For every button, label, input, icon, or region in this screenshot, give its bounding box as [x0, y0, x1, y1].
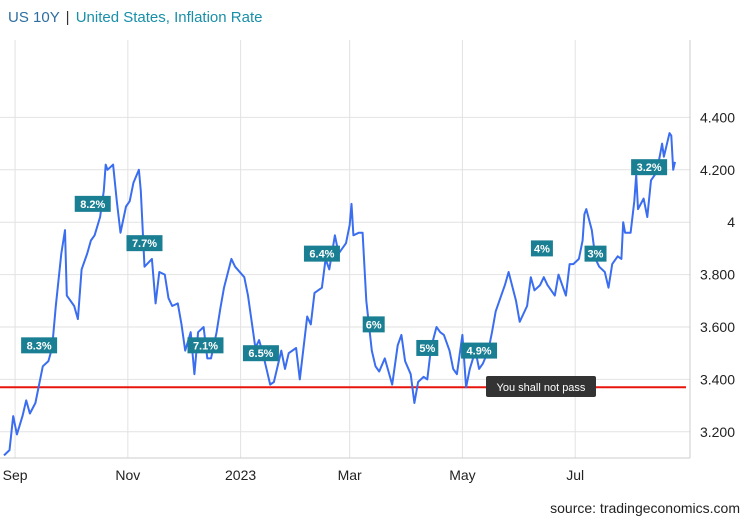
annotation-flag-box [416, 339, 439, 356]
annotation-label: 8.3% [27, 340, 52, 352]
x-tick-label: Jul [566, 467, 584, 483]
x-axis: Sep Nov 2023 Mar May Jul [3, 467, 585, 483]
annotation-flag: 4% [530, 240, 553, 257]
annotation-flag: 8.3% [21, 337, 58, 354]
annotation-flag-box [187, 337, 224, 354]
threshold-note-label: You shall not pass [497, 382, 586, 394]
annotation-flag: 7.1% [187, 337, 224, 354]
y-tick-label: 3.600 [700, 319, 735, 335]
y-tick-label: 3.200 [700, 424, 735, 440]
x-tick-label: 2023 [225, 467, 256, 483]
source-credit: source: tradingeconomics.com [550, 500, 740, 516]
x-tick-label: Sep [3, 467, 28, 483]
annotation-label: 7.7% [132, 238, 157, 250]
y-tick-label: 4.400 [700, 109, 735, 125]
annotation-label: 5% [419, 343, 435, 355]
title-separator: | [65, 9, 70, 26]
annotation-flag-box [303, 245, 340, 262]
threshold-note-box [486, 376, 596, 397]
annotation-flag: 3% [584, 245, 607, 262]
annotation-flag-box [242, 345, 279, 362]
annotation-flag-box [362, 316, 385, 333]
annotation-flag: 6.4% [303, 245, 340, 262]
annotation-flag-box [126, 235, 163, 252]
annotation-flag-box [21, 337, 58, 354]
annotation-flag-box [74, 195, 111, 212]
annotation-group: 8.3% 8.2% 7.7% 7.1% 6.5% 6.4% 6% 5% 4.9% 4% 3% 3.2% [21, 159, 668, 362]
annotation-flag: 3.2% [631, 159, 668, 176]
chart-title: US 10Y | United States, Inflation Rate [8, 9, 262, 26]
annotation-label: 7.1% [193, 340, 218, 352]
annotation-label: 6% [366, 319, 382, 331]
annotation-label: 4.9% [467, 346, 492, 358]
x-tick-label: May [449, 467, 475, 483]
annotation-label: 6.4% [309, 249, 334, 261]
annotation-flag-box [461, 342, 498, 359]
annotation-flag: 8.2% [74, 195, 111, 212]
annotation-label: 3.2% [637, 162, 662, 174]
y-tick-label: 4.200 [700, 162, 735, 178]
threshold-group: You shall not pass [0, 376, 686, 397]
annotation-flag: 6% [362, 316, 385, 333]
indicator-label: United States, Inflation Rate [75, 9, 263, 26]
annotation-flag: 4.9% [461, 342, 498, 359]
annotation-flag: 6.5% [242, 345, 279, 362]
annotation-flag: 5% [416, 339, 439, 356]
threshold-note: You shall not pass [486, 376, 596, 397]
symbol-label: US 10Y [8, 9, 60, 26]
annotation-label: 6.5% [248, 348, 273, 360]
y-axis: 3.200 3.400 3.600 3.800 4 4.200 4.400 [700, 109, 735, 439]
series-group [3, 132, 676, 457]
x-tick-label: Mar [338, 467, 362, 483]
y-tick-label: 3.400 [700, 371, 735, 387]
annotation-label: 3% [588, 249, 604, 261]
annotation-label: 8.2% [80, 199, 105, 211]
annotation-flag-box [584, 245, 607, 262]
y-tick-label: 3.800 [700, 267, 735, 283]
annotation-flag-box [530, 240, 553, 257]
annotation-flag: 7.7% [126, 235, 163, 252]
x-tick-label: Nov [115, 467, 140, 483]
series-line [3, 132, 676, 457]
annotation-label: 4% [534, 243, 550, 255]
annotation-flag-box [631, 159, 668, 176]
y-tick-label: 4 [727, 214, 735, 230]
